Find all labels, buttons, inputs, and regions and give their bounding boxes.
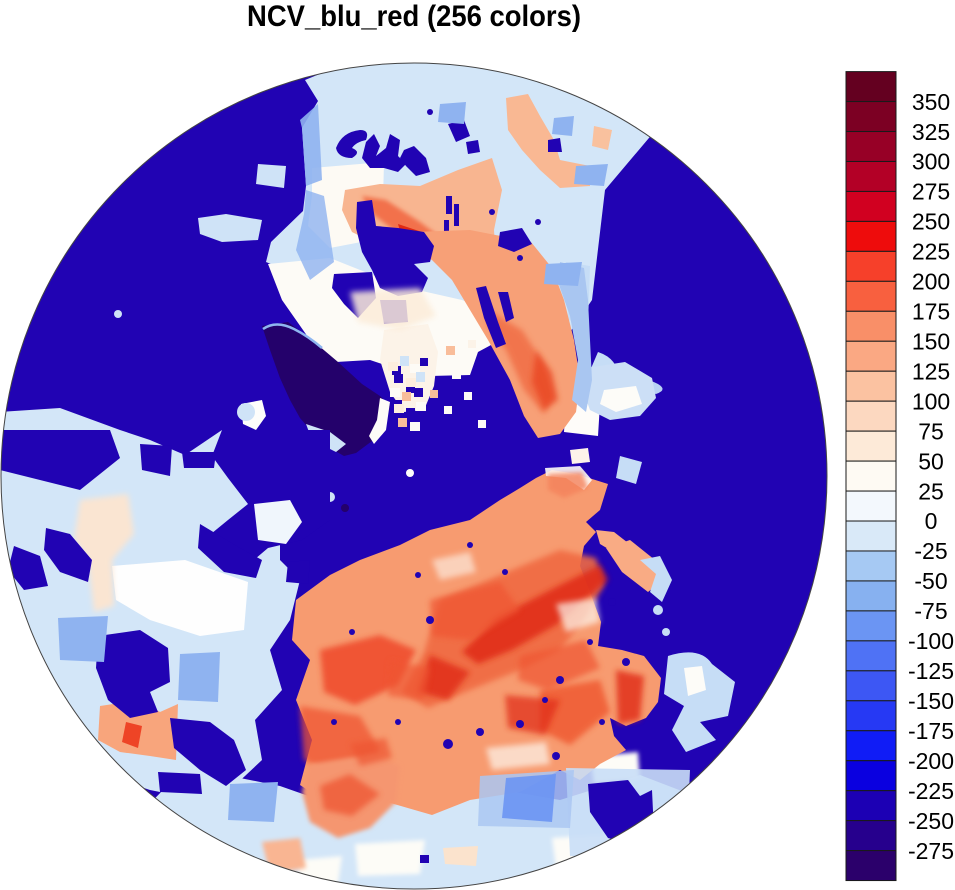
svg-text:-100: -100: [908, 628, 954, 654]
svg-text:0: 0: [925, 508, 938, 534]
svg-text:-125: -125: [908, 658, 954, 684]
svg-text:-275: -275: [908, 838, 954, 864]
svg-text:-75: -75: [914, 598, 947, 624]
svg-text:350: 350: [912, 89, 950, 115]
svg-text:250: 250: [912, 209, 950, 235]
svg-text:-250: -250: [908, 808, 954, 834]
svg-text:275: 275: [912, 179, 950, 205]
svg-text:125: 125: [912, 358, 950, 384]
svg-text:NCV_blu_red (256 colors): NCV_blu_red (256 colors): [247, 0, 581, 33]
svg-text:75: 75: [918, 418, 944, 444]
svg-text:-50: -50: [914, 568, 947, 594]
svg-text:175: 175: [912, 299, 950, 325]
svg-text:-25: -25: [914, 538, 947, 564]
svg-text:25: 25: [918, 478, 944, 504]
svg-text:50: 50: [918, 448, 944, 474]
svg-text:100: 100: [912, 388, 950, 414]
svg-text:-175: -175: [908, 718, 954, 744]
svg-text:-200: -200: [908, 748, 954, 774]
svg-text:150: 150: [912, 329, 950, 355]
svg-text:300: 300: [912, 149, 950, 175]
svg-text:-150: -150: [908, 688, 954, 714]
svg-text:325: 325: [912, 119, 950, 145]
svg-text:200: 200: [912, 269, 950, 295]
svg-text:-225: -225: [908, 778, 954, 804]
svg-text:225: 225: [912, 239, 950, 265]
